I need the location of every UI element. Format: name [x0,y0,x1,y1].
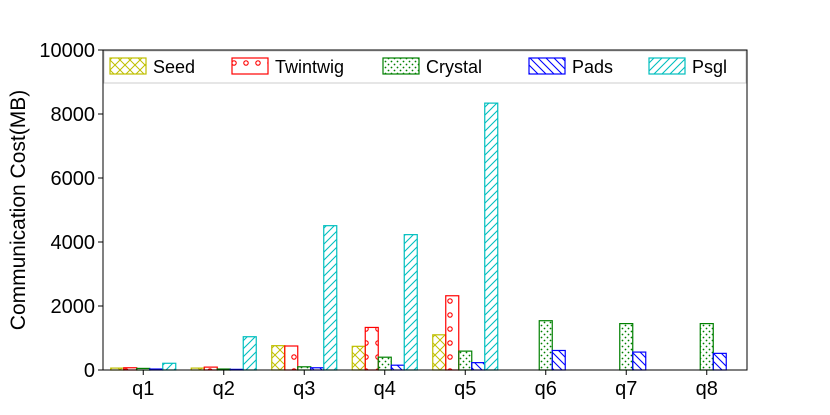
bar-pads-q8 [712,352,727,371]
y-tick-label: 4000 [51,232,96,254]
x-axis: q1 q2 q3 q4 q5 q6 q7 q8 [132,370,718,400]
bar-pads-q7 [632,351,647,371]
bar-crystal-q7 [619,323,634,371]
legend-swatch-twintwig [231,57,269,75]
plot-frame [102,49,748,371]
legend-swatch-pads [528,57,566,75]
x-tick-label-q8: q8 [696,378,718,400]
bar-psgl-q4 [403,234,418,371]
legend-label-crystal: Crystal [426,57,482,77]
y-axis: 0 2000 4000 6000 8000 10000 [39,40,103,382]
x-tick-label-q6: q6 [535,378,557,400]
legend-swatch-psgl [648,57,686,75]
x-tick-label-q4: q4 [374,378,396,400]
x-tick-label-q5: q5 [454,378,476,400]
legend: Seed Twintwig Crystal Pads Psgl [103,50,747,84]
y-tick-label: 6000 [51,168,96,190]
bar-crystal-q6 [538,320,553,371]
bars-layer [110,102,727,371]
bar-psgl-q3 [323,225,338,371]
bar-seed-q3 [271,345,286,371]
bar-pads-q5 [471,362,486,371]
bar-twintwig-q5 [445,295,460,371]
y-tick-label: 2000 [51,296,96,318]
y-tick-label: 8000 [51,104,96,126]
bar-twintwig-q3 [284,345,299,371]
legend-label-pads: Pads [572,57,613,77]
legend-label-seed: Seed [153,57,195,77]
legend-swatch-crystal [382,57,420,75]
x-tick-label-q2: q2 [213,378,235,400]
y-tick-label: 0 [84,360,95,382]
bar-psgl-q2 [242,336,257,371]
bar-seed-q4 [351,345,366,371]
legend-label-psgl: Psgl [692,57,727,77]
y-axis-title: Communication Cost(MB) [7,90,30,330]
bar-crystal-q4 [377,356,392,371]
bar-twintwig-q4 [364,326,379,371]
legend-swatch-seed [109,57,147,75]
legend-box [103,50,747,84]
bar-psgl-q1 [162,362,177,371]
y-tick-label: 10000 [39,40,95,62]
bar-crystal-q8 [699,323,714,371]
bar-seed-q5 [432,334,447,371]
x-tick-label-q3: q3 [293,378,315,400]
x-tick-label-q1: q1 [132,378,154,400]
bar-crystal-q5 [458,350,473,371]
bar-psgl-q5 [484,102,499,371]
x-tick-label-q7: q7 [615,378,637,400]
bar-pads-q6 [551,349,566,371]
legend-label-twintwig: Twintwig [275,57,344,77]
bar-pads-q4 [390,364,405,371]
